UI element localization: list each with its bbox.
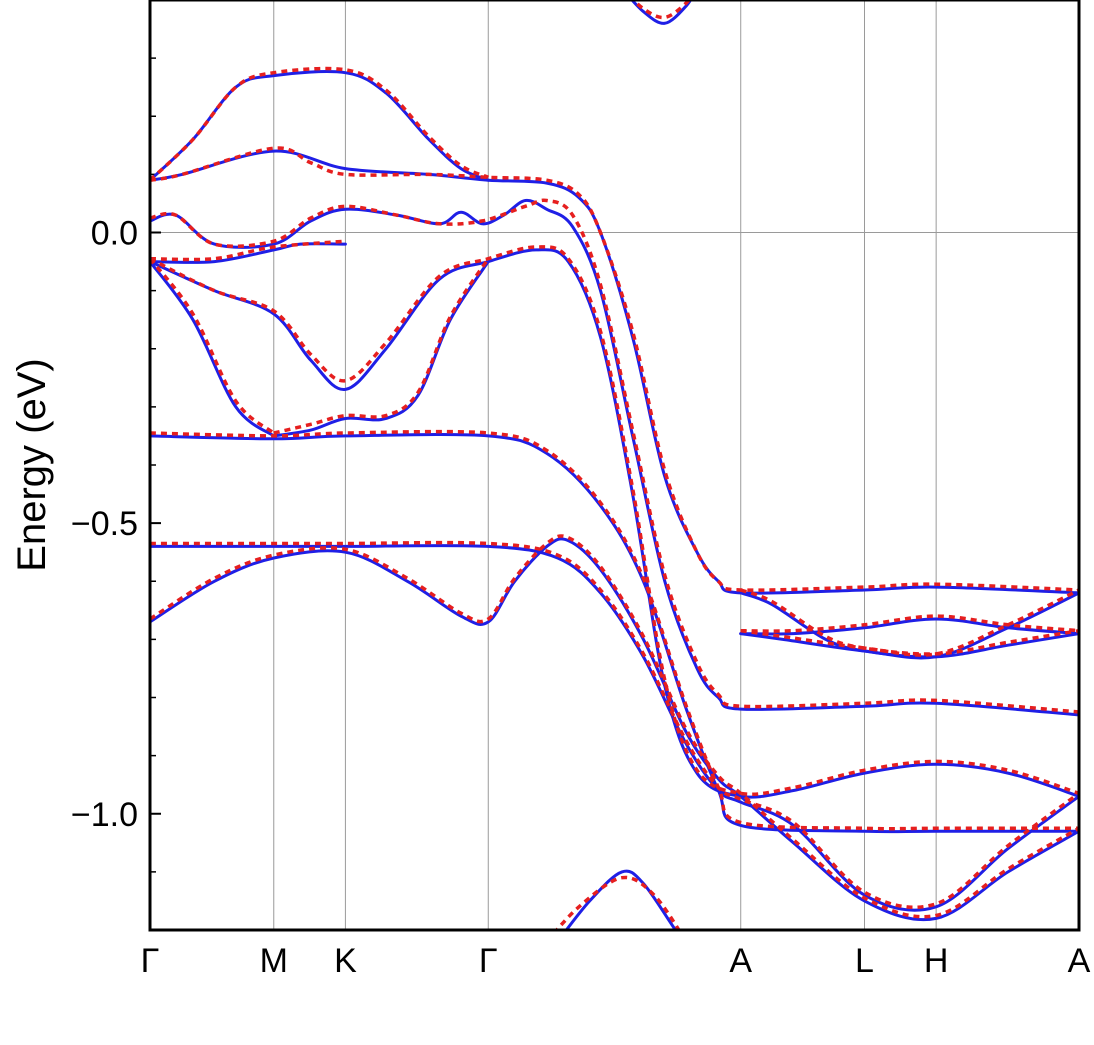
band-line — [739, 591, 1079, 659]
band-line — [150, 149, 1079, 595]
band-line — [739, 617, 1079, 636]
x-tick-label: K — [334, 942, 357, 980]
y-tick-labels: 0.0 −0.5 −1.0 — [71, 215, 138, 834]
band-line — [150, 257, 275, 435]
band-line — [150, 198, 1079, 717]
y-tick-label: −0.5 — [71, 505, 138, 543]
x-tick-label: A — [729, 942, 752, 980]
x-tick-label: L — [855, 942, 874, 980]
series-dashed — [150, 0, 1079, 930]
band-line — [740, 588, 1079, 656]
band-line — [150, 248, 1079, 799]
y-tick-label: 0.0 — [91, 215, 138, 253]
band-line — [272, 260, 490, 438]
band-line — [150, 198, 1079, 714]
series-solid — [150, 0, 1079, 930]
band-line — [554, 875, 681, 930]
band-line — [273, 257, 490, 435]
band-line — [740, 614, 1079, 633]
x-tick-label: A — [1068, 942, 1091, 980]
band-line — [150, 70, 490, 182]
x-tick-label: Γ — [479, 942, 498, 980]
band-line — [150, 245, 1079, 797]
band-line — [150, 433, 1079, 834]
x-tick-label: H — [924, 942, 949, 980]
band-line — [150, 146, 1079, 592]
x-tick-label: M — [260, 942, 288, 980]
band-line — [564, 869, 678, 930]
band-line — [150, 537, 1079, 922]
band-line — [150, 540, 1079, 910]
band-line — [150, 239, 346, 262]
band-line — [150, 66, 489, 182]
band-line — [150, 260, 276, 438]
band-line — [150, 544, 1079, 912]
bands-layer — [150, 0, 1079, 930]
x-tick-label: Γ — [141, 942, 160, 980]
plot-frame — [148, 0, 1081, 932]
band-line — [150, 534, 1079, 919]
grid-lines — [150, 0, 1079, 930]
y-axis-title: Energy (eV) — [10, 358, 54, 571]
band-line — [150, 242, 347, 264]
y-tick-label: −1.0 — [71, 796, 138, 834]
band-line — [150, 429, 1079, 831]
